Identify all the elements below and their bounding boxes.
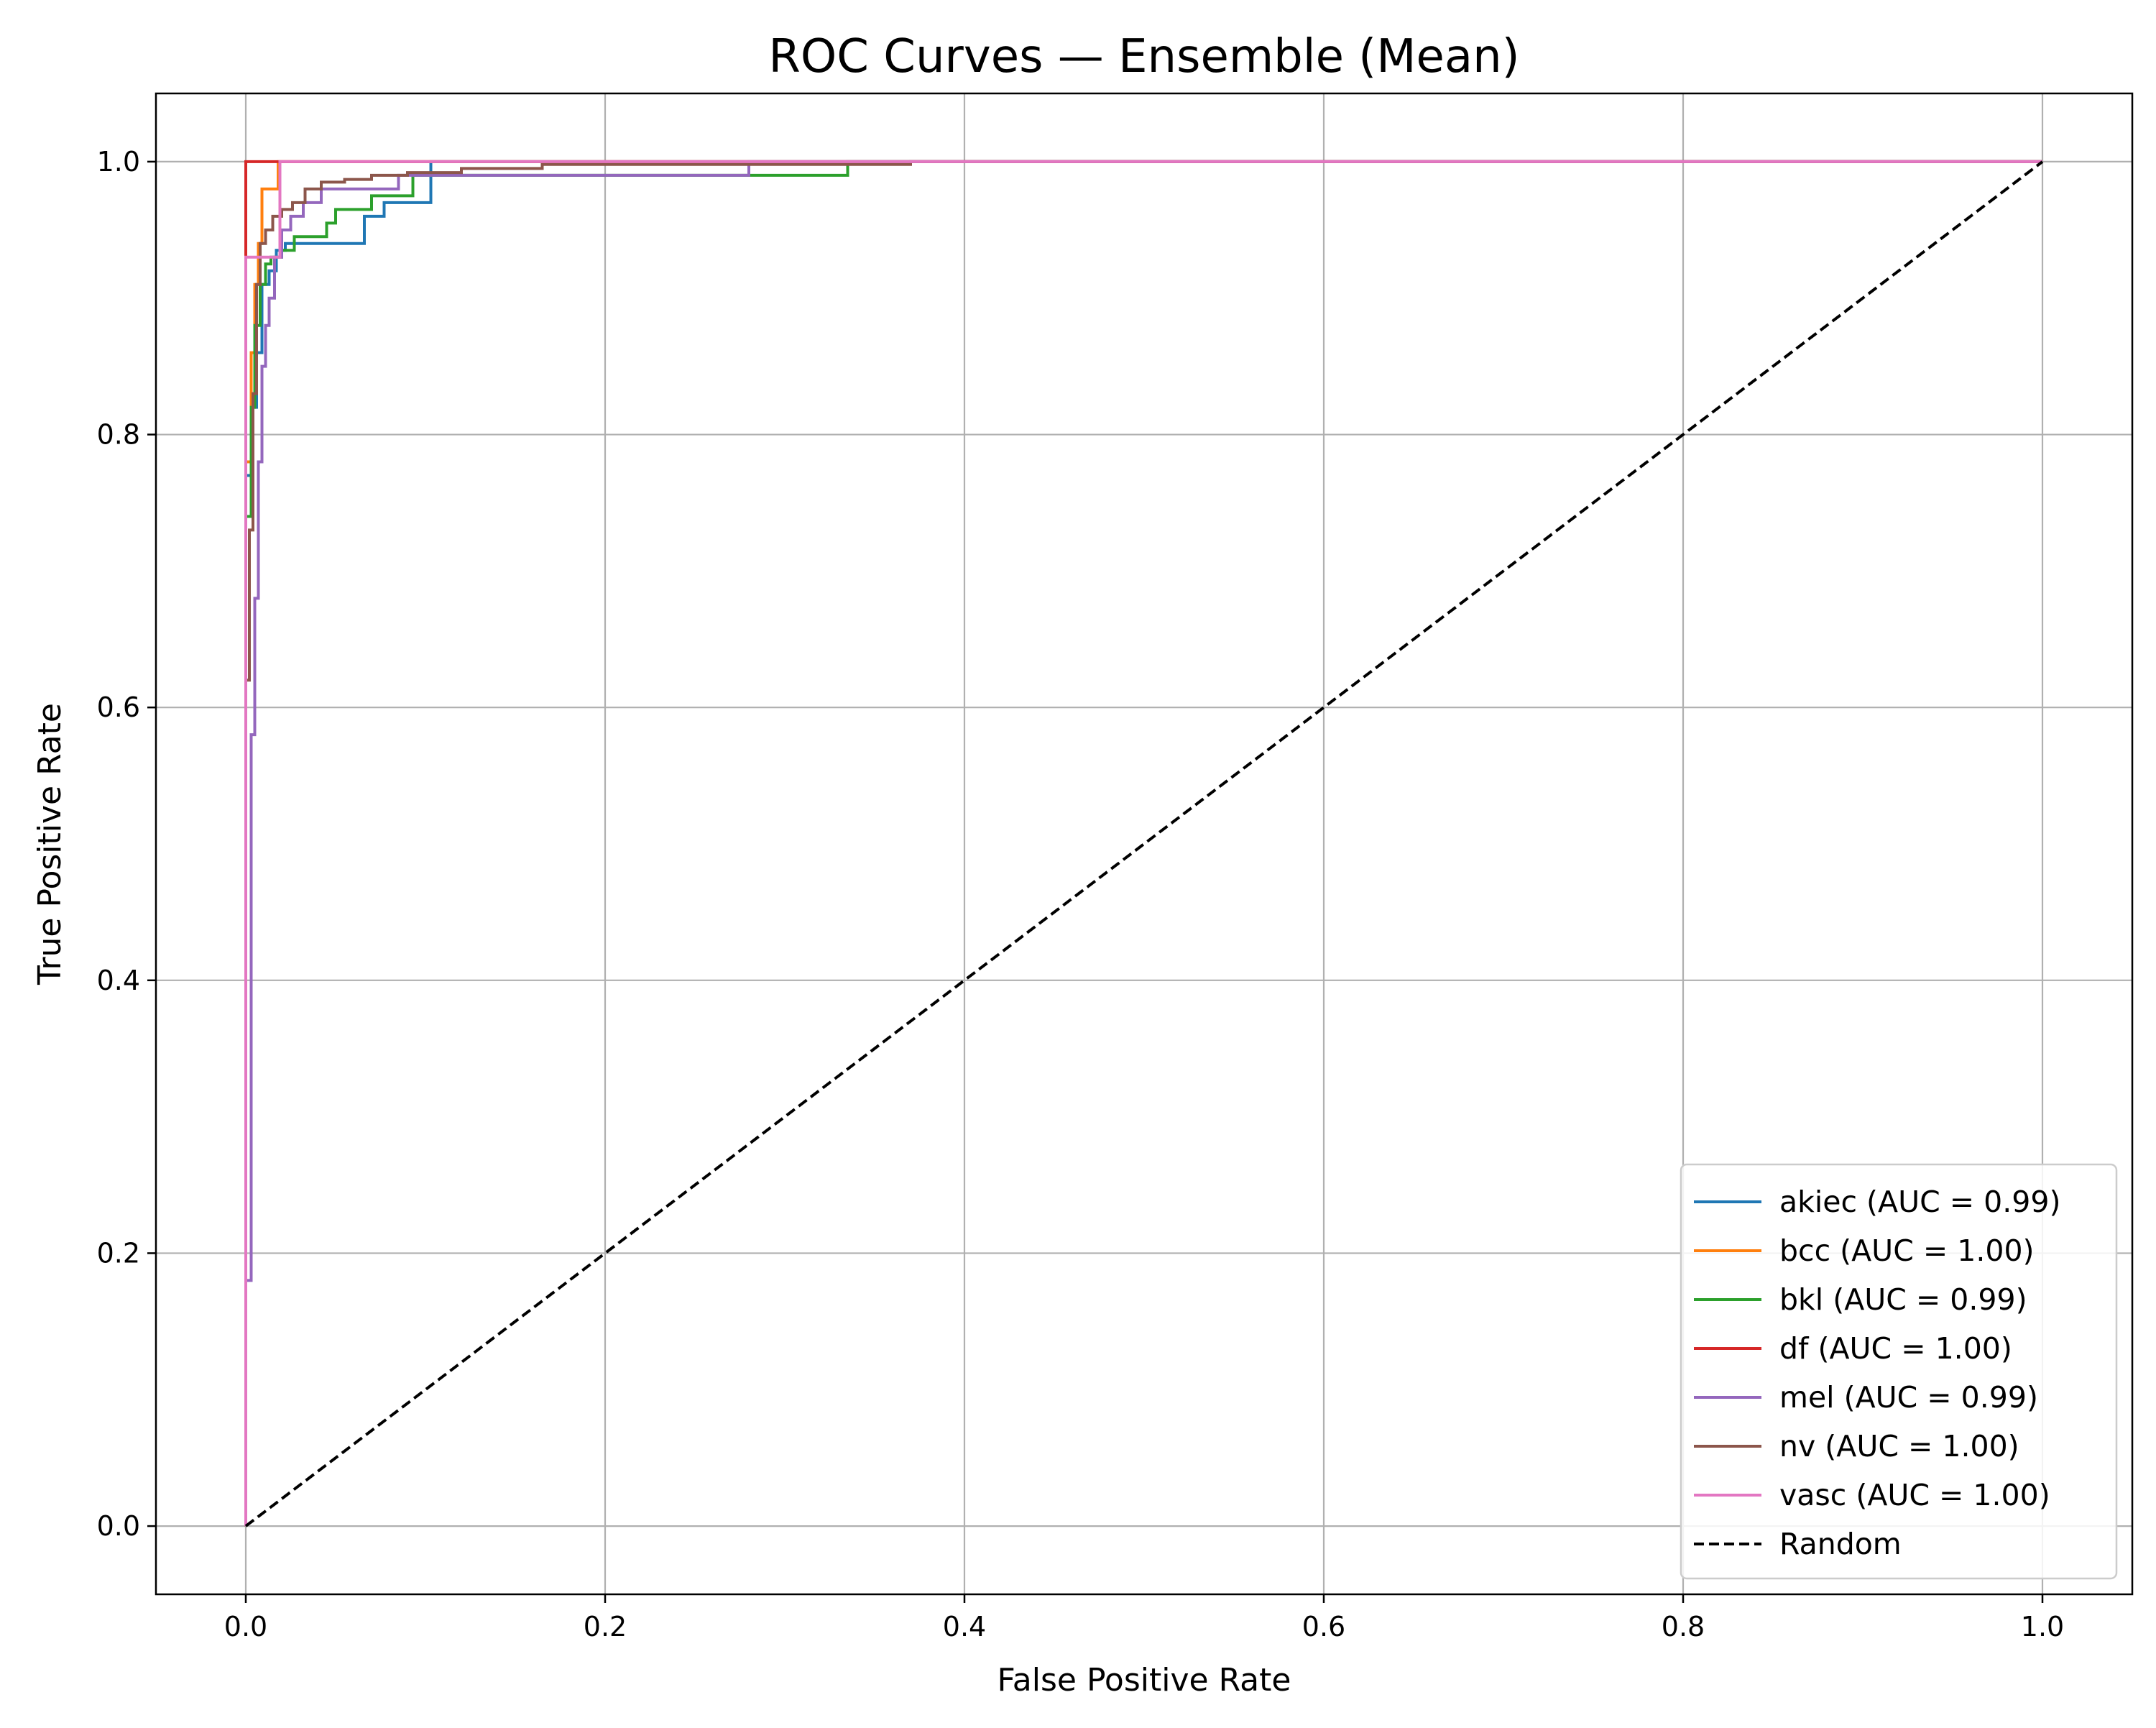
x-tick-label: 0.0 [224,1611,267,1642]
legend-label: bcc (AUC = 1.00) [1779,1233,2035,1268]
series-line-vasc [244,160,2042,1527]
y-tick-label: 1.0 [97,146,140,178]
y-tick-label: 0.6 [97,691,140,723]
grid-lines [156,93,2132,1594]
y-tick-label: 0.4 [97,965,140,996]
x-tick-label: 0.2 [584,1611,627,1642]
y-axis-label: True Positive Rate [32,703,68,985]
legend-label: nv (AUC = 1.00) [1779,1429,2019,1463]
x-tick-label: 0.4 [943,1611,986,1642]
x-axis-label: False Positive Rate [998,1662,1291,1699]
chart-title: ROC Curves — Ensemble (Mean) [768,30,1519,83]
y-tick-label: 0.0 [97,1510,140,1542]
x-tick-label: 1.0 [2021,1611,2064,1642]
x-tick-label: 0.8 [1662,1611,1705,1642]
y-tick-label: 0.8 [97,419,140,451]
series-lines [244,160,2044,1527]
legend-label: akiec (AUC = 0.99) [1779,1185,2060,1219]
series-line-nv [244,160,2042,1527]
legend-label: Random [1779,1527,1902,1561]
legend-box [1680,1163,2118,1580]
series-line-mel [244,160,2042,1527]
axis-ticks: 0.0 0.2 0.4 0.6 0.8 1.0 0.0 0.2 0.4 0.6 0.8 1.0 [97,146,2065,1642]
legend-label: vasc (AUC = 1.00) [1779,1478,2050,1512]
x-tick-label: 0.6 [1302,1611,1345,1642]
legend-label: df (AUC = 1.00) [1779,1331,2012,1366]
series-line-random [244,160,2044,1527]
legend-label: mel (AUC = 0.99) [1779,1380,2038,1415]
legend-label: bkl (AUC = 0.99) [1779,1282,2027,1317]
plot-frame [155,92,2134,1596]
y-tick-label: 0.2 [97,1237,140,1269]
legend: akiec (AUC = 0.99) bcc (AUC = 1.00) bkl (A… [1680,1163,2118,1580]
